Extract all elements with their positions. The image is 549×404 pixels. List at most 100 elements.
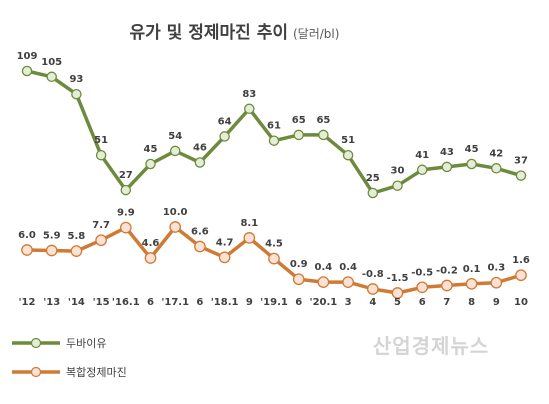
- data-label: 41: [415, 150, 429, 161]
- data-label: 0.9: [290, 259, 308, 270]
- data-label: 4.7: [216, 237, 234, 248]
- data-point: [144, 252, 157, 264]
- series-margin: 6.0 5.9 5.8 7.7 9.9 4.6 10.06.6 4.7 8.1 4.5 0.9 0.4…: [18, 207, 530, 299]
- x-tick-label: '17.1: [161, 297, 189, 308]
- x-tick-label: 6: [295, 297, 302, 308]
- x-tick-label: 9: [493, 297, 500, 308]
- data-label: 4.5: [265, 239, 283, 250]
- data-point: [391, 287, 404, 299]
- legend-label-margin: 복합정제마진: [66, 366, 127, 379]
- x-tick-label: 10: [514, 297, 528, 308]
- data-label: 6.0: [18, 230, 36, 241]
- data-point: [515, 269, 527, 282]
- data-label: 61: [267, 121, 281, 132]
- x-tick-label: '14: [68, 297, 85, 308]
- data-label: 5.9: [43, 231, 61, 242]
- data-point: [293, 129, 304, 141]
- data-point: [515, 170, 527, 181]
- data-label: 25: [366, 173, 380, 184]
- data-point: [21, 244, 33, 256]
- data-point: [416, 281, 429, 294]
- data-label: 64: [218, 116, 232, 127]
- data-label: -1.5: [387, 273, 409, 284]
- data-label: 37: [514, 156, 528, 167]
- data-point: [416, 164, 428, 176]
- legend-marker-margin: [30, 366, 42, 378]
- data-point: [71, 88, 82, 100]
- data-label: 45: [465, 144, 479, 155]
- data-point: [219, 131, 230, 142]
- data-label: 105: [41, 57, 62, 68]
- x-tick-label: '13: [43, 297, 60, 308]
- data-point: [95, 234, 107, 247]
- data-point: [490, 276, 503, 289]
- data-point: [317, 276, 330, 288]
- data-point: [119, 221, 132, 234]
- data-label: 30: [391, 166, 405, 177]
- data-label: 0.4: [339, 262, 357, 273]
- x-tick-label: 6: [147, 297, 154, 308]
- x-tick-label: 3: [345, 297, 352, 308]
- x-tick-label: '20.1: [310, 297, 338, 308]
- data-point: [95, 149, 107, 161]
- data-label: 10.0: [163, 207, 188, 218]
- data-point: [268, 135, 280, 146]
- data-point: [342, 149, 354, 161]
- x-tick-label: 7: [443, 297, 450, 308]
- x-tick-label: 4: [369, 297, 376, 308]
- data-point: [318, 129, 329, 141]
- data-label: 93: [69, 74, 83, 85]
- x-tick-label: '15: [93, 297, 110, 308]
- data-point: [46, 71, 57, 83]
- x-axis: '12 '13 '14 '15'16.1 6 '17.1 6 '18.1 9 '19.1 6 '20.…: [19, 297, 528, 308]
- data-label: -0.2: [436, 266, 458, 277]
- data-point: [466, 158, 477, 170]
- x-tick-label: 9: [246, 297, 253, 308]
- data-point: [218, 251, 231, 264]
- legend: 두바이유 복합정제마진: [12, 337, 127, 379]
- data-label: 0.3: [487, 263, 505, 274]
- data-point: [169, 221, 182, 233]
- data-label: 7.7: [92, 220, 110, 231]
- data-label: 83: [242, 89, 256, 100]
- data-point: [491, 163, 502, 174]
- data-label: 9.9: [117, 208, 135, 219]
- x-tick-label: '19.1: [260, 297, 288, 308]
- data-point: [194, 157, 206, 168]
- data-point: [392, 180, 403, 191]
- data-label: 42: [489, 148, 503, 159]
- x-tick-label: 6: [419, 297, 426, 308]
- data-label: 4.6: [142, 238, 160, 249]
- legend-marker-dubai: [30, 337, 42, 349]
- data-point: [243, 232, 256, 244]
- data-point: [244, 103, 255, 115]
- data-label: 5.8: [68, 231, 86, 242]
- data-point: [292, 273, 305, 286]
- data-label: 65: [292, 115, 306, 126]
- data-point: [70, 245, 83, 257]
- data-label: 0.1: [463, 264, 481, 275]
- data-label: 109: [17, 51, 38, 62]
- data-point: [342, 276, 354, 288]
- data-label: 1.6: [512, 255, 530, 266]
- x-tick-label: '12: [19, 297, 36, 308]
- data-point: [21, 65, 33, 77]
- x-tick-label: '18.1: [211, 297, 239, 308]
- data-point: [441, 161, 453, 173]
- x-tick-label: 5: [394, 297, 401, 308]
- data-label: 0.4: [315, 262, 333, 273]
- data-label: 46: [193, 143, 207, 154]
- data-point: [169, 145, 181, 157]
- watermark: 산업경제뉴스: [373, 334, 489, 358]
- data-label: 43: [440, 147, 454, 158]
- data-label: 27: [119, 170, 133, 181]
- data-label: 45: [144, 144, 158, 155]
- data-point: [45, 244, 58, 257]
- data-label: 54: [168, 131, 182, 142]
- data-point: [268, 252, 280, 265]
- x-tick-label: 6: [196, 297, 203, 308]
- legend-item-margin: 복합정제마진: [12, 366, 127, 379]
